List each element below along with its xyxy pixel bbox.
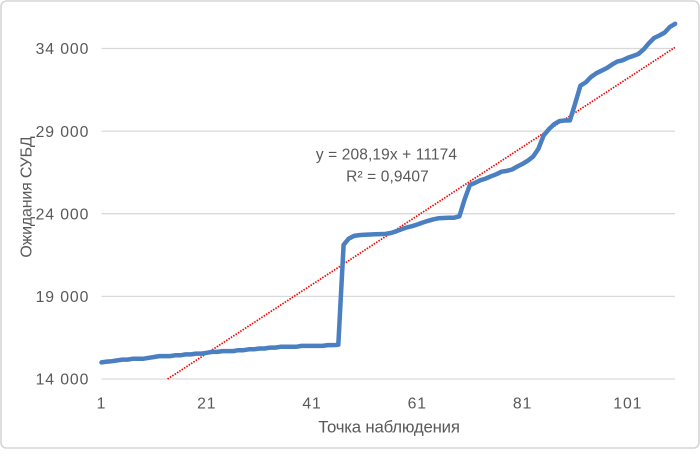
svg-text:24 000: 24 000 <box>36 206 90 223</box>
svg-text:R² = 0,9407: R² = 0,9407 <box>346 169 429 186</box>
svg-text:29 000: 29 000 <box>36 124 90 141</box>
svg-text:21: 21 <box>197 396 216 413</box>
svg-text:1: 1 <box>97 396 107 413</box>
svg-text:34 000: 34 000 <box>36 41 90 58</box>
svg-text:101: 101 <box>613 396 642 413</box>
svg-text:81: 81 <box>513 396 532 413</box>
svg-text:19 000: 19 000 <box>36 289 90 306</box>
svg-text:61: 61 <box>408 396 427 413</box>
svg-text:14 000: 14 000 <box>36 372 90 389</box>
svg-text:41: 41 <box>302 396 321 413</box>
svg-text:Точка наблюдения: Точка наблюдения <box>318 418 459 437</box>
svg-text:Ожидания СУБД: Ожидания СУБД <box>19 136 36 257</box>
svg-text:y = 208,19x + 11174: y = 208,19x + 11174 <box>316 147 458 164</box>
